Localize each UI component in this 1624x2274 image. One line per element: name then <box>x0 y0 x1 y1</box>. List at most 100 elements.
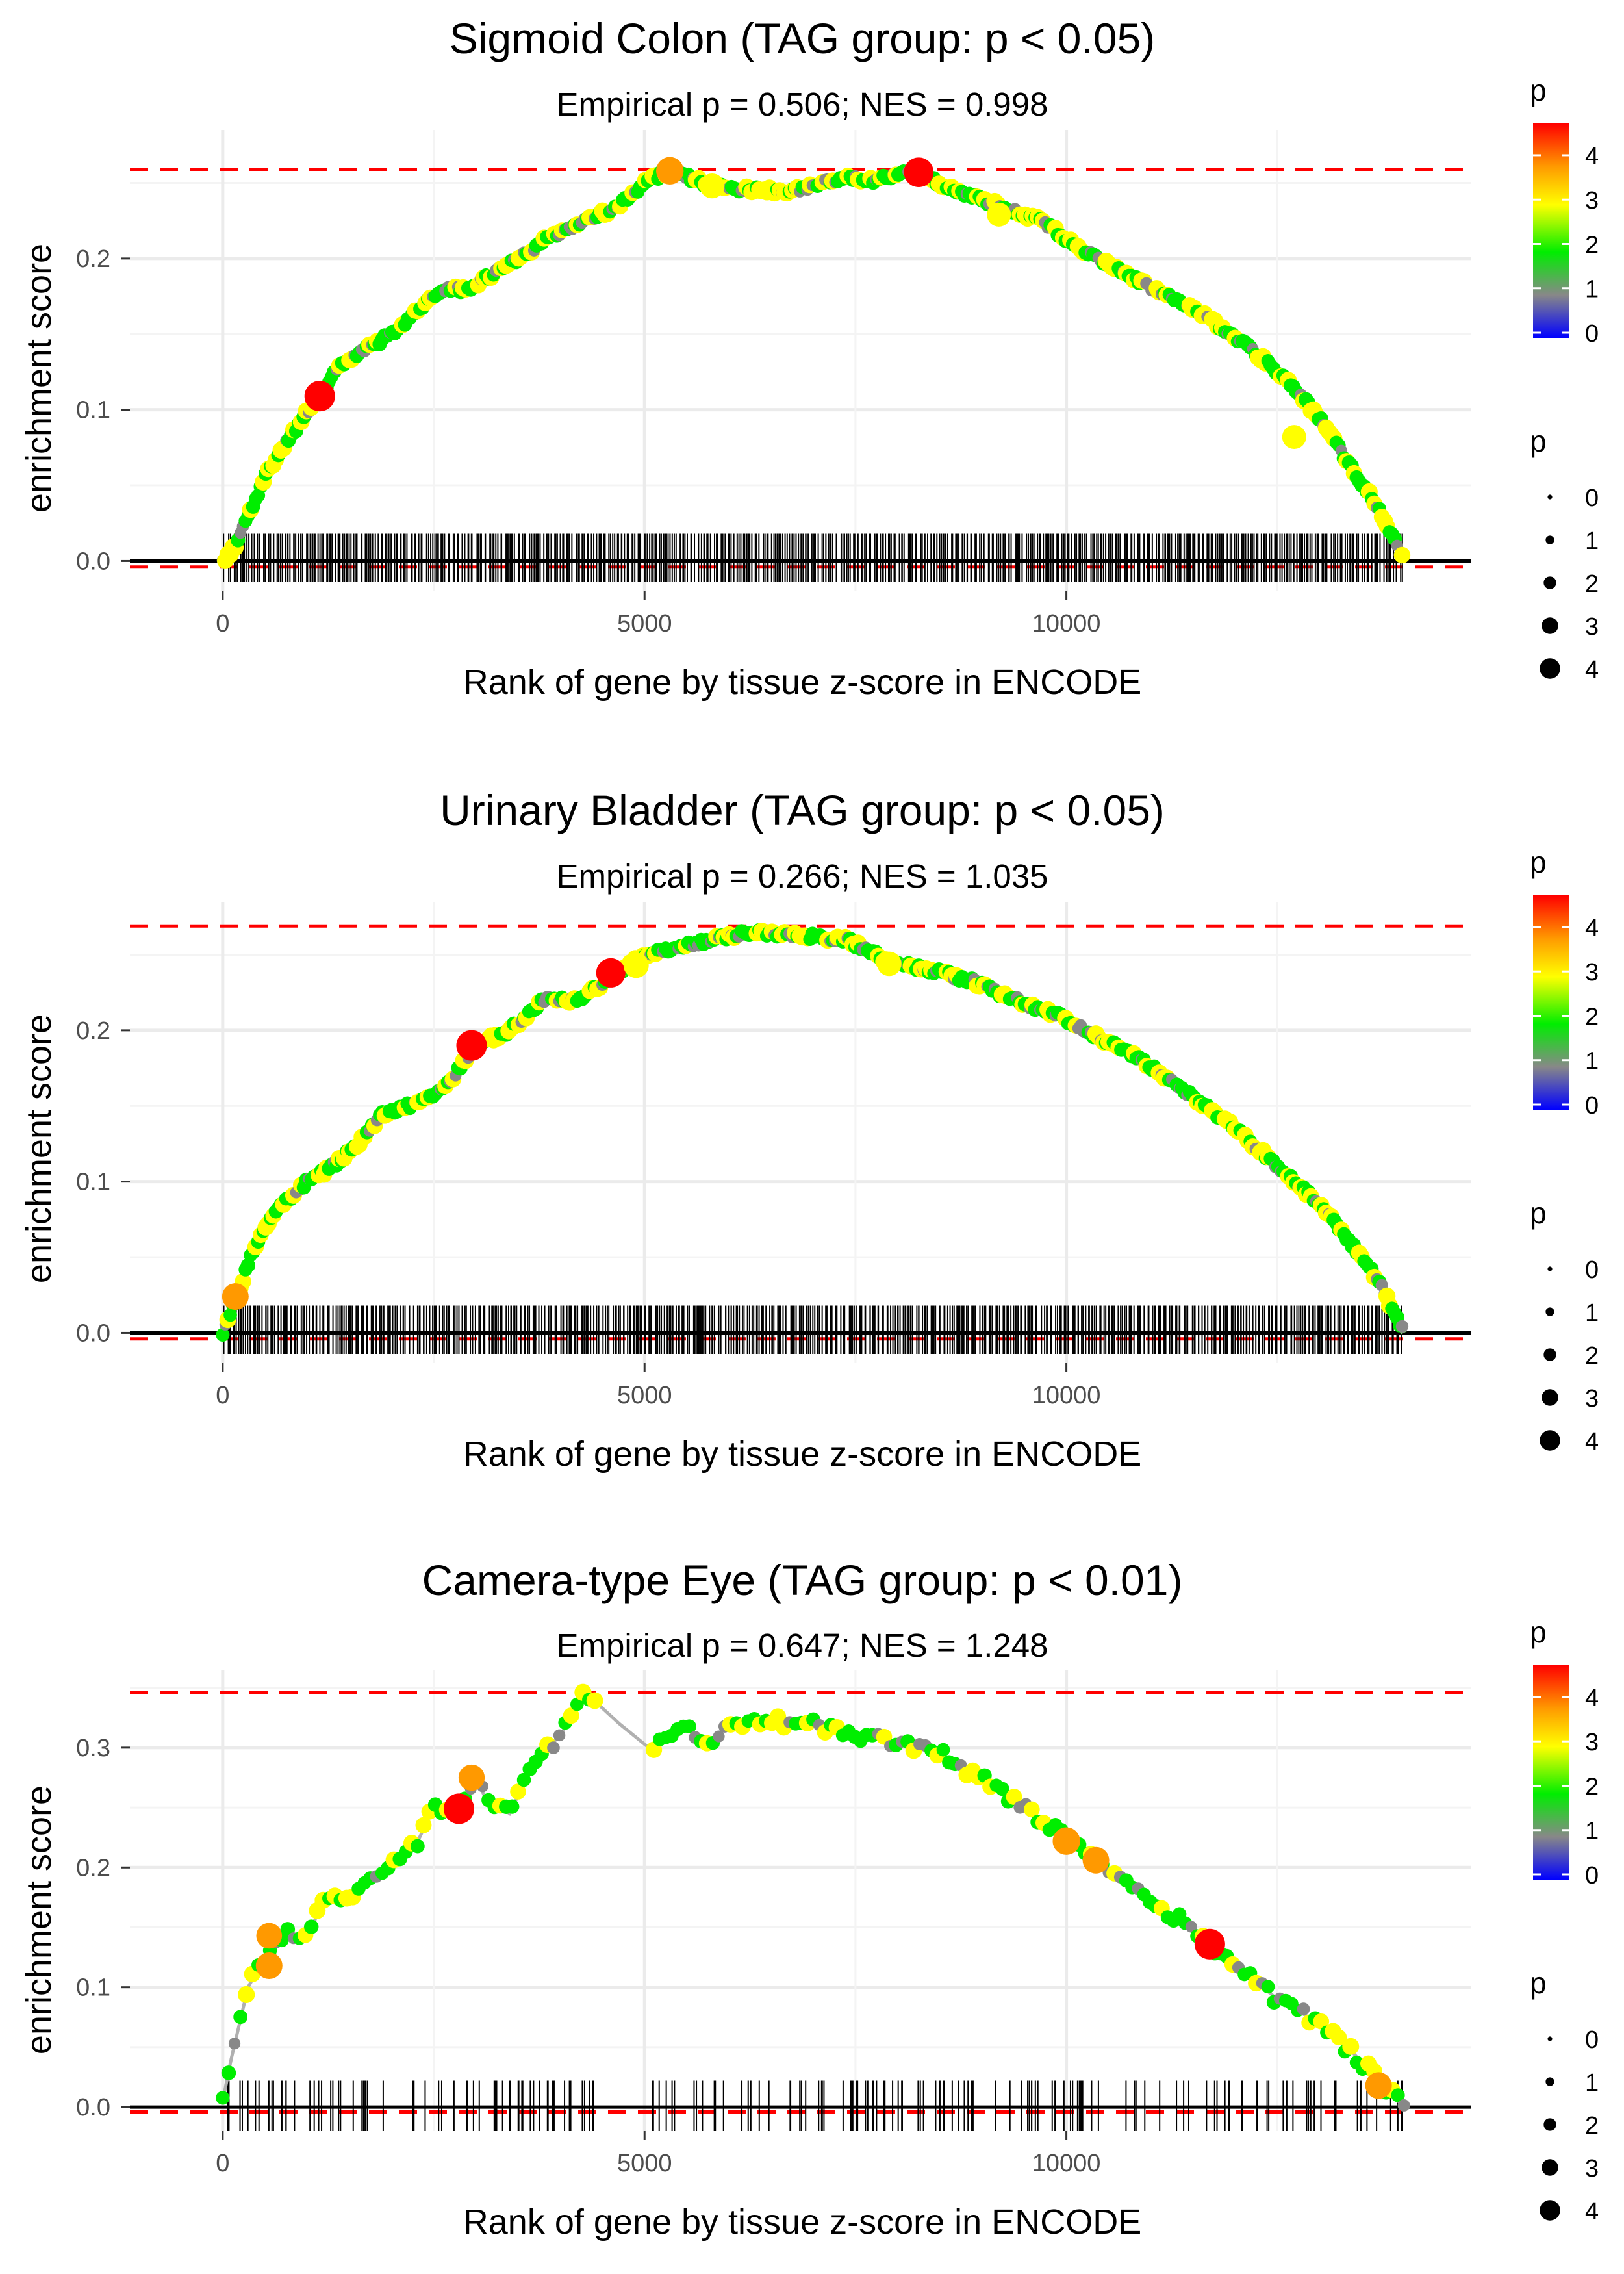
y-tick-label: 0.3 <box>76 1735 110 1762</box>
curve-point <box>995 1782 1009 1796</box>
color-legend-ticks: 4 3 2 1 0 <box>1533 1685 1599 1889</box>
curve-point <box>233 2010 248 2025</box>
size-legend: p 0 1 2 3 4 <box>1530 1966 1599 2225</box>
size-legend-label: 2 <box>1585 1342 1599 1370</box>
y-tick-label: 0.1 <box>76 1169 110 1196</box>
size-legend-items: 0 1 2 3 4 <box>1540 485 1599 683</box>
size-legend-dot <box>1540 1430 1560 1451</box>
curve-point <box>221 2065 236 2080</box>
size-legend-dot <box>1547 1266 1553 1271</box>
color-legend-label: 1 <box>1585 1048 1599 1075</box>
color-legend-label: 1 <box>1585 276 1599 303</box>
curve-point <box>304 1919 319 1934</box>
color-legend-label: 2 <box>1585 231 1599 259</box>
size-legend-label: 4 <box>1585 2198 1599 2225</box>
curve-point <box>505 1799 520 1814</box>
curve-point <box>1391 2088 1405 2102</box>
size-legend-title: p <box>1530 1196 1547 1230</box>
curve-point <box>228 2038 241 2050</box>
curve-point <box>216 1327 230 1342</box>
curve-point <box>1297 2002 1310 2015</box>
curve-point <box>516 1772 531 1787</box>
y-tick-label: 0.1 <box>76 1974 110 2002</box>
size-legend-dot <box>1543 2118 1556 2131</box>
panel-sigmoid-colon: Sigmoid Colon (TAG group: p < 0.05) Empi… <box>19 14 1599 702</box>
x-tick-label: 0 <box>216 2150 229 2177</box>
size-legend-dot <box>1540 658 1560 679</box>
highlight-point <box>1052 1827 1080 1855</box>
size-legend-dot <box>1543 1348 1556 1361</box>
x-tick-label: 10000 <box>1032 2150 1101 2177</box>
size-legend-dot <box>1547 2036 1553 2041</box>
color-legend-bar <box>1533 1665 1569 1880</box>
enrichment-curve <box>220 167 1407 563</box>
size-legend-dot <box>1542 1389 1558 1406</box>
x-tick-label: 0 <box>216 1382 229 1409</box>
curve-point <box>936 1743 950 1757</box>
size-legend-title: p <box>1530 424 1547 458</box>
panel-title: Urinary Bladder (TAG group: p < 0.05) <box>440 786 1165 834</box>
size-legend: p 0 1 2 3 4 <box>1530 1196 1599 1455</box>
curve-points <box>216 163 1411 569</box>
color-legend-title: p <box>1530 845 1547 879</box>
highlight-point <box>699 173 725 199</box>
curve-point <box>1330 2029 1347 2046</box>
highlight-point <box>443 1793 475 1824</box>
curve-point <box>1313 2013 1330 2030</box>
size-legend-dot <box>1540 2200 1560 2221</box>
size-legend-dot <box>1543 576 1556 589</box>
enrichment-curve <box>221 1690 1405 2108</box>
size-legend-dot <box>1545 2077 1554 2086</box>
y-axis-label: enrichment score <box>19 1785 58 2054</box>
size-legend-label: 2 <box>1585 2112 1599 2140</box>
highlight-point <box>987 202 1011 227</box>
curve-point <box>238 1986 255 2004</box>
curve-point <box>415 1817 432 1833</box>
plot-area: 0.0 0.1 0.2 0.3 0 5000 10000 <box>76 1670 1471 2177</box>
highlight-point <box>456 1030 487 1061</box>
color-legend-label: 1 <box>1585 1818 1599 1845</box>
color-legend-label: 3 <box>1585 187 1599 214</box>
curve-point <box>1395 1320 1409 1333</box>
size-legend-label: 1 <box>1585 2069 1599 2097</box>
color-legend: p 4 3 2 1 0 <box>1530 1615 1599 1889</box>
curve-point <box>1397 2099 1410 2112</box>
panel-subtitle: Empirical p = 0.266; NES = 1.035 <box>557 858 1048 895</box>
size-legend-dot <box>1542 617 1558 634</box>
curve-point <box>570 1697 584 1711</box>
size-legend-label: 1 <box>1585 1299 1599 1327</box>
rug-ticks <box>223 1305 1402 1355</box>
highlight-point <box>596 958 626 988</box>
y-tick-label: 0.0 <box>76 2094 110 2121</box>
panel-title: Sigmoid Colon (TAG group: p < 0.05) <box>450 14 1156 62</box>
size-legend-dot <box>1545 535 1554 544</box>
y-axis-label: enrichment score <box>19 1014 58 1283</box>
size-legend-label: 3 <box>1585 1385 1599 1412</box>
curve-point <box>586 1692 603 1709</box>
highlight-point <box>623 952 649 978</box>
curve-point <box>682 1719 696 1734</box>
color-legend-title: p <box>1530 1615 1547 1649</box>
curve-point <box>547 1741 560 1754</box>
curve-point <box>713 1730 725 1743</box>
color-legend-label: 2 <box>1585 1003 1599 1030</box>
size-legend-label: 3 <box>1585 613 1599 641</box>
highlight-point <box>304 381 335 412</box>
plot-area: 0.0 0.1 0.2 0 5000 10000 <box>76 130 1471 637</box>
size-legend-dot <box>1545 1307 1554 1316</box>
size-legend: p 0 1 2 3 4 <box>1530 424 1599 683</box>
color-legend-ticks: 4 3 2 1 0 <box>1533 143 1599 348</box>
x-tick-label: 5000 <box>617 610 672 637</box>
panel-camera-type-eye: Camera-type Eye (TAG group: p < 0.01) Em… <box>19 1556 1599 2242</box>
highlight-point <box>256 1923 283 1949</box>
panel-title: Camera-type Eye (TAG group: p < 0.01) <box>422 1556 1183 1604</box>
size-legend-items: 0 1 2 3 4 <box>1540 1257 1599 1455</box>
highlight-point <box>877 951 902 977</box>
size-legend-title: p <box>1530 1966 1547 2000</box>
color-legend-label: 2 <box>1585 1773 1599 1800</box>
highlight-point <box>1082 1846 1110 1874</box>
curve-point <box>410 1839 425 1854</box>
size-legend-label: 0 <box>1585 485 1599 512</box>
x-axis-label: Rank of gene by tissue z-score in ENCODE <box>463 1435 1141 1474</box>
